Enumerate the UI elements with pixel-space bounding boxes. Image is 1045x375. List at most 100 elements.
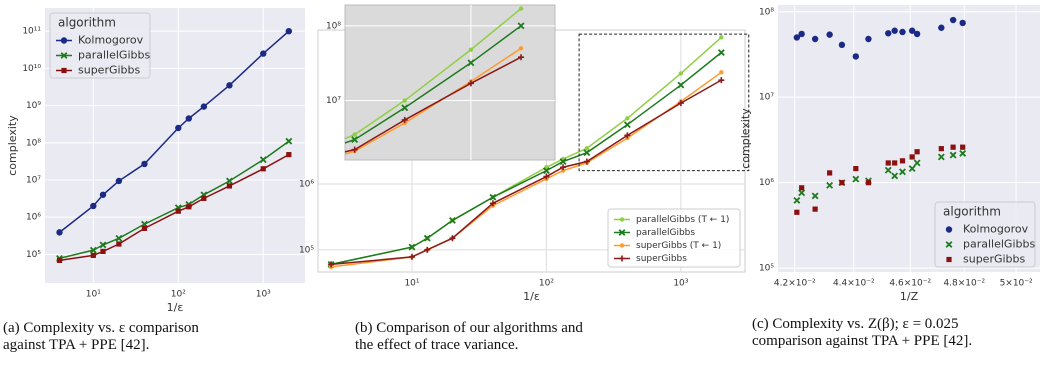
marker: [959, 149, 967, 157]
marker: [489, 200, 496, 207]
marker: [449, 216, 456, 224]
marker: [286, 152, 292, 158]
y-tick-label: 10⁵: [299, 245, 314, 255]
marker: [583, 149, 591, 157]
legend-box: [49, 12, 151, 79]
marker: [793, 34, 801, 41]
marker: [914, 149, 920, 155]
marker: [584, 146, 590, 151]
marker: [677, 100, 684, 107]
marker: [175, 124, 182, 132]
marker: [913, 30, 921, 38]
marker: [677, 81, 685, 89]
marker: [60, 37, 68, 44]
marker: [175, 208, 181, 214]
marker: [402, 120, 407, 126]
marker: [852, 175, 860, 183]
marker: [619, 255, 625, 262]
marker: [899, 28, 906, 36]
marker: [899, 168, 906, 176]
marker: [100, 248, 106, 255]
x-tick-label: 4.6×10⁻²: [889, 279, 931, 289]
marker: [899, 158, 906, 164]
x-tick-label: 10²: [539, 279, 554, 289]
legend-label: Kolmogorov: [78, 34, 144, 47]
marker: [116, 241, 122, 247]
marker: [624, 132, 631, 139]
legend-box: [934, 201, 1036, 268]
marker: [141, 225, 148, 231]
marker: [583, 158, 590, 165]
marker: [467, 59, 475, 67]
marker: [852, 53, 860, 60]
marker: [717, 49, 725, 56]
marker: [115, 234, 123, 242]
marker: [625, 116, 630, 121]
y-tick-label: 10⁸: [26, 138, 41, 148]
marker: [938, 24, 945, 31]
marker: [89, 246, 97, 254]
series-group: [35, 6, 525, 271]
marker: [719, 70, 724, 75]
x-tick-label: 4.4×10⁻²: [833, 279, 875, 289]
x-tick-label: 10³: [256, 290, 271, 300]
marker: [260, 166, 266, 172]
marker: [449, 235, 456, 242]
x-tick-label: 10³: [673, 279, 688, 289]
marker: [718, 77, 725, 84]
marker: [885, 160, 891, 166]
marker: [623, 121, 631, 129]
marker: [468, 47, 474, 52]
caption: (b) Comparison of our algorithms and the…: [355, 320, 583, 353]
x-tick-label: 10¹: [86, 290, 101, 300]
legend-title: algorithm: [943, 205, 1001, 219]
legend-label: parallelGibbs: [636, 228, 695, 238]
y-tick-label: 10⁶: [759, 178, 774, 188]
legend-label: superGibbs (T ← 1): [636, 241, 721, 251]
marker: [853, 166, 859, 172]
line: [345, 8, 522, 140]
marker: [99, 191, 107, 198]
marker: [408, 243, 416, 251]
marker: [798, 30, 805, 38]
marker: [937, 153, 945, 161]
marker: [226, 183, 233, 189]
marker: [90, 202, 97, 210]
marker: [892, 160, 898, 166]
marker: [839, 180, 845, 186]
marker: [619, 243, 625, 248]
line: [345, 25, 522, 144]
marker: [60, 52, 68, 59]
marker: [678, 71, 684, 76]
marker: [960, 144, 966, 150]
x-tick-label: 4.8×10⁻²: [943, 279, 985, 289]
marker: [798, 189, 806, 197]
legend-label: Kolmogorov: [963, 223, 1029, 236]
y-axis-label: complexity: [6, 115, 19, 176]
marker: [543, 173, 550, 180]
x-axis-label: 1/ε: [523, 290, 540, 303]
legend-label: superGibbs: [636, 254, 687, 264]
marker: [517, 22, 525, 30]
marker: [794, 209, 800, 215]
marker: [559, 158, 567, 165]
marker: [186, 204, 192, 210]
marker: [891, 27, 898, 34]
series-group: [56, 27, 293, 263]
marker: [945, 241, 953, 248]
marker: [913, 159, 921, 167]
marker: [542, 167, 550, 175]
marker: [35, 264, 41, 270]
marker: [36, 267, 40, 271]
marker: [90, 252, 96, 258]
marker: [36, 264, 40, 268]
marker: [351, 136, 359, 144]
marker: [424, 246, 431, 253]
legend-box: [607, 208, 741, 268]
marker: [560, 168, 566, 173]
marker: [141, 160, 148, 168]
marker: [949, 151, 957, 159]
marker: [909, 154, 915, 160]
marker: [226, 82, 233, 89]
